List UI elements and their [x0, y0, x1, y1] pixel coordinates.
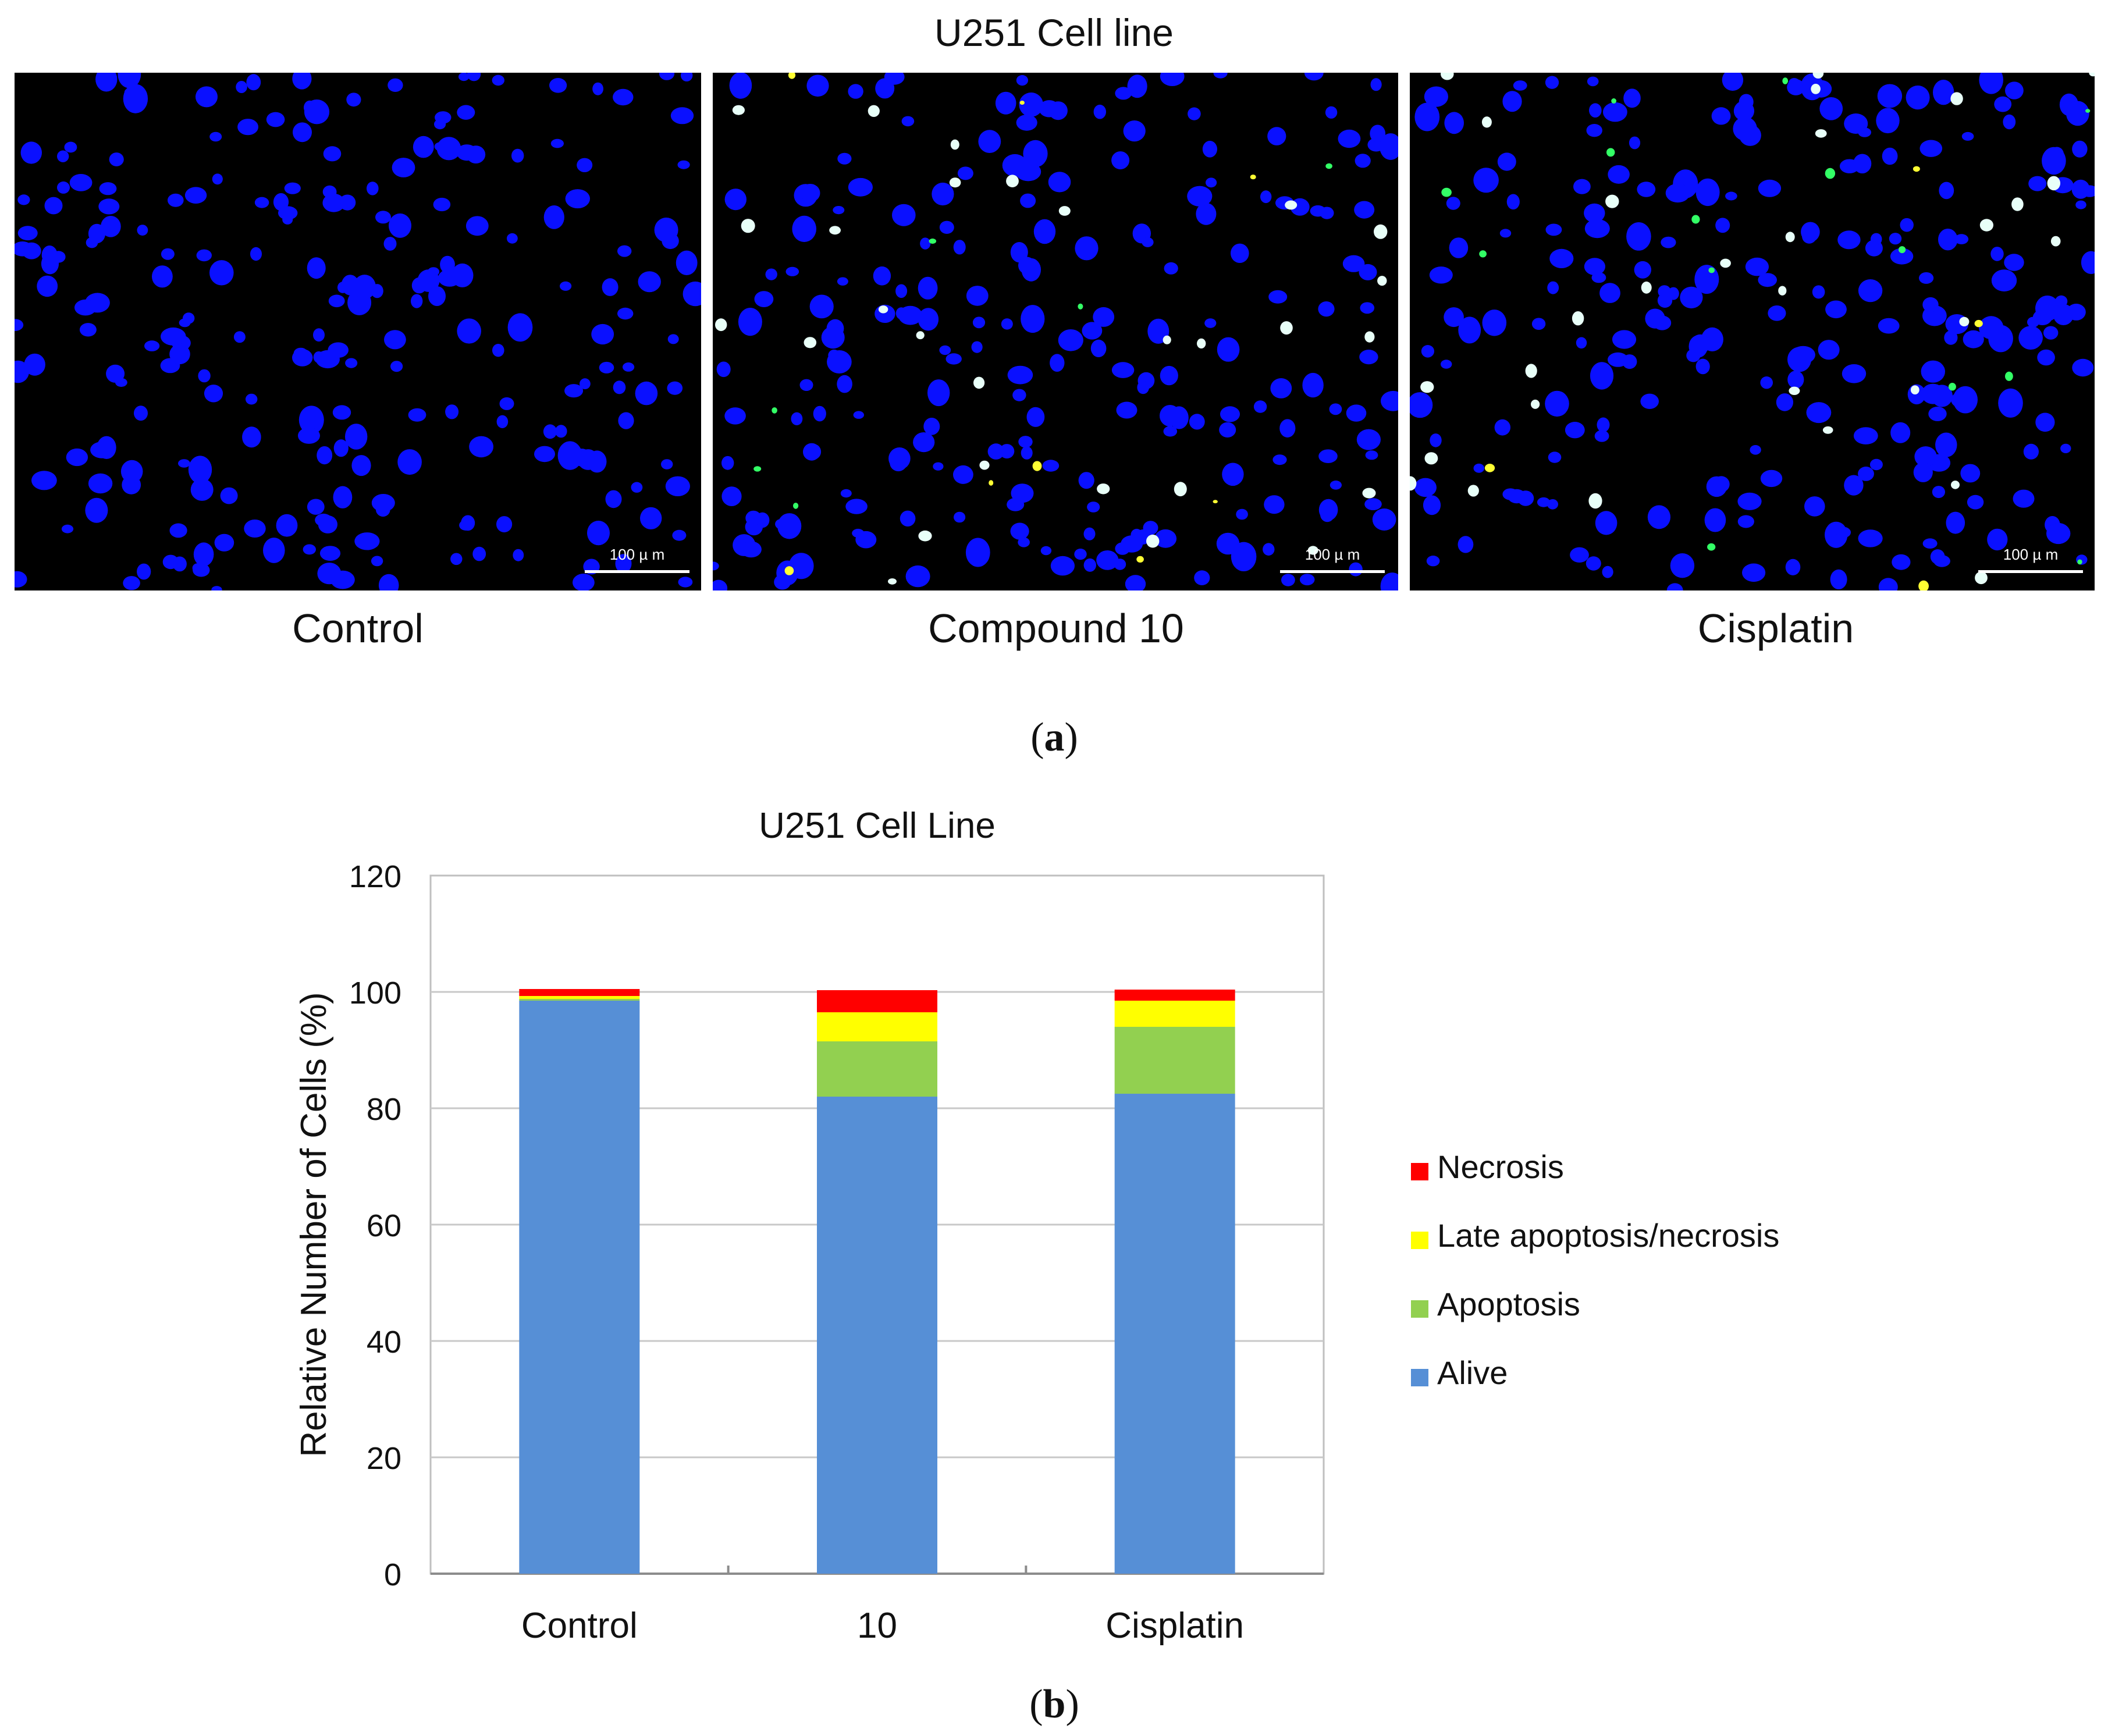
sublabel-a: (a): [1030, 715, 1078, 760]
bar-alive-10: [817, 1097, 937, 1574]
scale-bar-label-control: 100 µ m: [609, 546, 665, 563]
y-tick-label: 60: [367, 1208, 401, 1243]
y-tick-label: 120: [349, 859, 401, 894]
panel-label-control: Control: [292, 606, 424, 651]
bar-late-apoptosis-necrosis-cisplatin: [1114, 1001, 1235, 1027]
bar-necrosis-control: [519, 989, 640, 996]
x-tick-label: Cisplatin: [1105, 1606, 1244, 1646]
legend-swatch-necrosis: [1411, 1163, 1428, 1180]
legend-swatch-late-apoptosis-necrosis: [1411, 1232, 1428, 1249]
legend-label-apoptosis: Apoptosis: [1437, 1286, 1580, 1322]
x-tick-label: 10: [857, 1606, 897, 1646]
stacked-bar-chart: U251 Cell Line 0 20 40 60 80 100 120 Relative Nu…: [294, 806, 1779, 1646]
y-tick-label: 0: [384, 1557, 401, 1592]
y-tick-label: 20: [367, 1441, 401, 1476]
y-tick-label: 40: [367, 1325, 401, 1360]
figure-a-title: U251 Cell line: [934, 11, 1174, 54]
micrograph-cisplatin: [1410, 73, 2095, 590]
bar-alive-cisplatin: [1114, 1094, 1235, 1574]
bar-necrosis-cisplatin: [1114, 990, 1235, 1001]
scale-bar-cisplatin: [1978, 570, 2083, 573]
scale-bar-label-compound-10: 100 µ m: [1304, 546, 1360, 563]
micrograph-control: [15, 73, 701, 590]
bar-apoptosis-10: [817, 1041, 937, 1097]
sublabel-b: (b): [1029, 1682, 1079, 1727]
bar-apoptosis-control: [519, 999, 640, 1001]
legend-swatch-alive: [1411, 1369, 1428, 1386]
bar-apoptosis-cisplatin: [1114, 1027, 1235, 1094]
panel-label-compound-10: Compound 10: [928, 606, 1184, 651]
legend-label-alive: Alive: [1437, 1354, 1508, 1391]
legend-swatch-apoptosis: [1411, 1300, 1428, 1318]
scale-bar-control: [585, 570, 689, 573]
y-tick-label: 80: [367, 1092, 401, 1127]
bar-necrosis-10: [817, 990, 937, 1012]
x-tick-label: Control: [521, 1606, 638, 1646]
legend-label-late-apoptosis-necrosis: Late apoptosis/necrosis: [1437, 1217, 1779, 1254]
chart-title: U251 Cell Line: [759, 806, 996, 846]
scale-bar-label-cisplatin: 100 µ m: [2003, 546, 2059, 563]
legend-label-necrosis: Necrosis: [1437, 1148, 1564, 1185]
micrograph-compound-10: [713, 73, 1398, 590]
y-tick-label: 100: [349, 976, 401, 1011]
bar-late-apoptosis-necrosis-10: [817, 1012, 937, 1041]
bar-late-apoptosis-necrosis-control: [519, 996, 640, 999]
panel-label-cisplatin: Cisplatin: [1697, 606, 1854, 651]
bar-alive-control: [519, 1001, 640, 1574]
y-axis-label: Relative Number of Cells (%): [294, 992, 334, 1457]
scale-bar-compound-10: [1280, 570, 1385, 573]
